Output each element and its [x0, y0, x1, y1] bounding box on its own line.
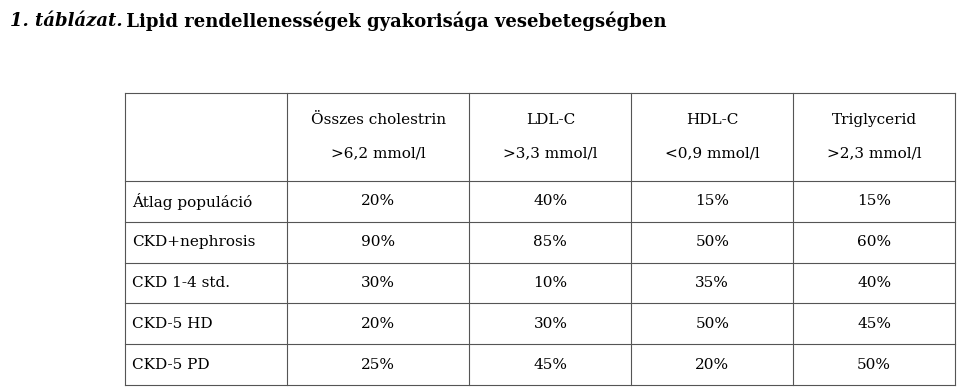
Text: 60%: 60%	[857, 235, 891, 249]
Text: 15%: 15%	[695, 194, 730, 208]
Text: Összes cholestrin: Összes cholestrin	[310, 113, 445, 126]
Text: 15%: 15%	[857, 194, 891, 208]
Text: Lipid rendellenességek gyakorisága vesebetegségben: Lipid rendellenességek gyakorisága veseb…	[120, 12, 666, 31]
Text: 20%: 20%	[695, 358, 730, 371]
Text: CKD 1-4 std.: CKD 1-4 std.	[132, 276, 230, 290]
Text: 1. táblázat.: 1. táblázat.	[10, 12, 122, 30]
Text: 45%: 45%	[534, 358, 567, 371]
Text: >6,2 mmol/l: >6,2 mmol/l	[330, 146, 425, 160]
Text: 20%: 20%	[361, 194, 396, 208]
Text: 50%: 50%	[857, 358, 891, 371]
Text: 30%: 30%	[534, 317, 567, 331]
Text: LDL-C: LDL-C	[526, 113, 575, 126]
Text: 40%: 40%	[857, 276, 891, 290]
Text: <0,9 mmol/l: <0,9 mmol/l	[665, 146, 759, 160]
Text: 50%: 50%	[695, 317, 730, 331]
Text: 50%: 50%	[695, 235, 730, 249]
Text: 25%: 25%	[361, 358, 396, 371]
Text: CKD-5 PD: CKD-5 PD	[132, 358, 210, 371]
Text: 90%: 90%	[361, 235, 396, 249]
Text: Átlag populáció: Átlag populáció	[132, 193, 252, 210]
Text: Triglycerid: Triglycerid	[831, 113, 917, 126]
Text: >2,3 mmol/l: >2,3 mmol/l	[827, 146, 922, 160]
Text: >3,3 mmol/l: >3,3 mmol/l	[503, 146, 598, 160]
Text: 30%: 30%	[361, 276, 396, 290]
Text: 45%: 45%	[857, 317, 891, 331]
Text: HDL-C: HDL-C	[686, 113, 738, 126]
Text: 35%: 35%	[695, 276, 730, 290]
Text: 85%: 85%	[534, 235, 567, 249]
Text: CKD-5 HD: CKD-5 HD	[132, 317, 213, 331]
Text: 10%: 10%	[534, 276, 567, 290]
Text: 20%: 20%	[361, 317, 396, 331]
Text: CKD+nephrosis: CKD+nephrosis	[132, 235, 256, 249]
Text: 40%: 40%	[534, 194, 567, 208]
